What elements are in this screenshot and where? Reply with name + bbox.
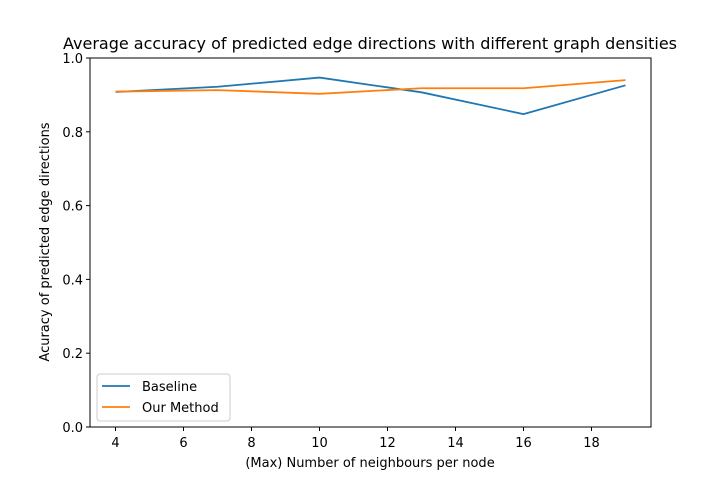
- y-tick-label: 1.0: [62, 52, 83, 67]
- legend: Baseline Our Method: [96, 373, 231, 422]
- series-line-our-method: [115, 79, 626, 95]
- chart-title: Average accuracy of predicted edge direc…: [63, 34, 677, 53]
- x-tick-label: 16: [515, 436, 532, 451]
- x-tick-label: 14: [447, 436, 464, 451]
- y-axis-label: Acuracy of predicted edge directions: [38, 122, 53, 361]
- x-tick-label: 4: [111, 436, 119, 451]
- series-line-baseline: [115, 76, 626, 115]
- legend-entry: Our Method: [142, 401, 219, 416]
- y-tick-label: 0.8: [62, 126, 83, 141]
- y-tick-label: 0.2: [62, 347, 83, 362]
- y-tick-label: 0.4: [62, 273, 83, 288]
- plot-lines: [115, 76, 626, 115]
- x-tick-label: 12: [379, 436, 396, 451]
- x-axis-label: (Max) Number of neighbours per node: [245, 456, 494, 471]
- legend-frame: [96, 373, 231, 422]
- y-axis: 0.0 0.2 0.4 0.6 0.8 1.0: [62, 52, 90, 436]
- x-tick-label: 8: [247, 436, 255, 451]
- x-tick-label: 6: [179, 436, 187, 451]
- x-tick-label: 10: [311, 436, 328, 451]
- x-tick-label: 18: [583, 436, 600, 451]
- plot-frame: [89, 57, 652, 428]
- x-axis: 4 6 8 10 12 14 16 18: [111, 427, 600, 451]
- y-tick-label: 0.6: [62, 200, 83, 215]
- y-tick-label: 0.0: [62, 421, 83, 436]
- legend-entry: Baseline: [142, 380, 197, 395]
